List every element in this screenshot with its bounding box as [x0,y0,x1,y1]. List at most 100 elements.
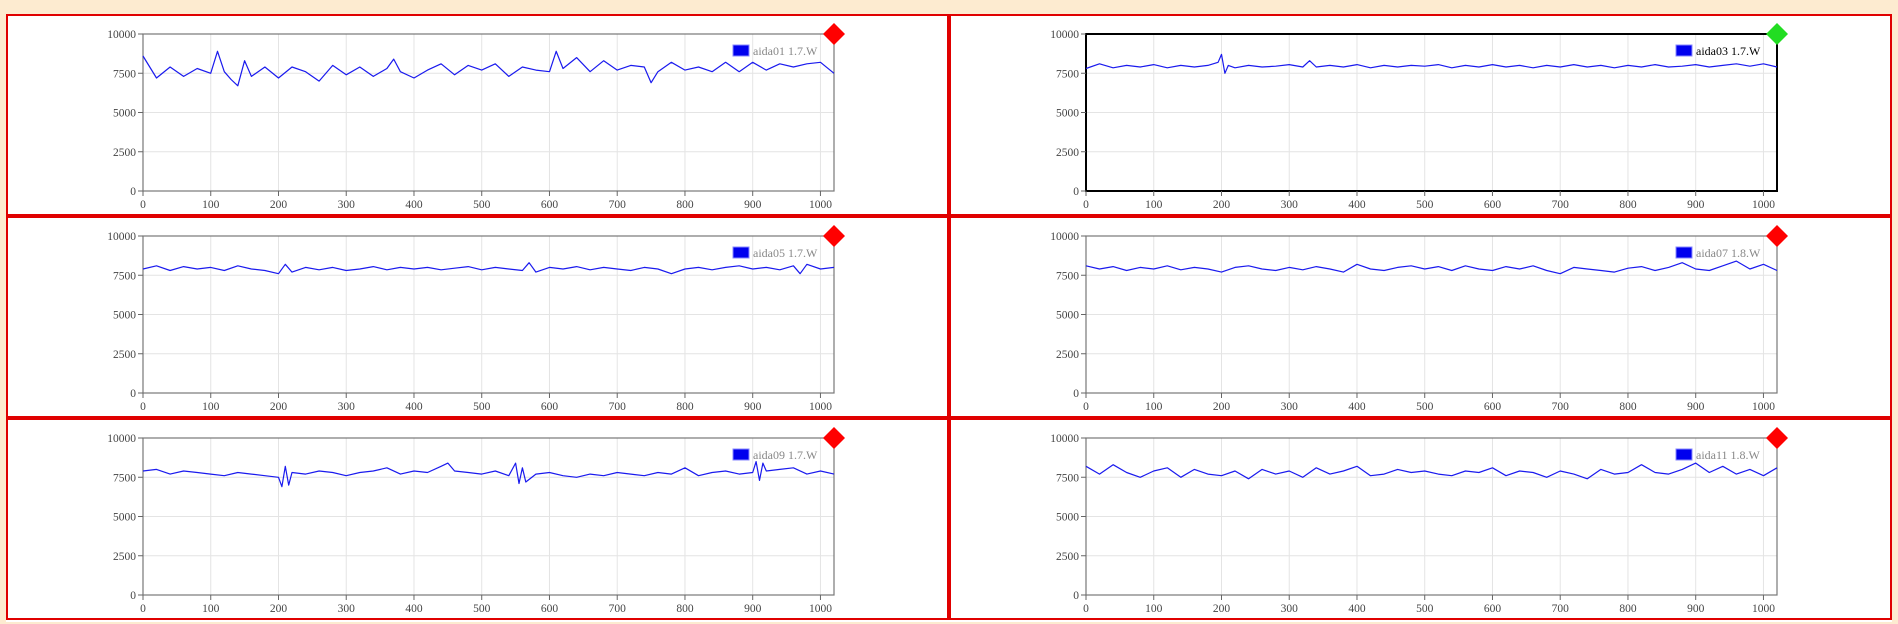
x-tick-label: 900 [1687,199,1705,211]
y-tick-label: 5000 [113,108,136,120]
y-tick-label: 10000 [107,29,136,41]
x-tick-label: 500 [473,199,491,211]
x-tick-label: 1000 [1752,199,1775,211]
chart-svg-aida05: 0 2500 5000 7500 10000 0 100 200 300 400 500 600 700… [107,225,845,413]
y-tick-label: 0 [130,388,136,400]
x-tick-label: 900 [1687,401,1705,413]
series-line-aida03 [1085,53,1778,74]
y-tick-label: 7500 [1056,472,1079,484]
y-tick-label: 0 [1073,186,1079,198]
y-tick-label: 5000 [1056,310,1079,322]
y-tick-label: 2500 [113,551,136,563]
legend-swatch [1675,246,1693,259]
status-diamond-icon[interactable] [1766,23,1788,45]
y-tick-label: 7500 [113,68,136,80]
x-tick-label: 800 [1619,401,1637,413]
x-tick-label: 100 [1145,199,1163,211]
x-tick-label: 1000 [1752,603,1775,615]
chart-panel-aida09[interactable]: 0 2500 5000 7500 10000 0 100 200 300 400 500 600 700… [6,418,949,620]
y-tick-label: 2500 [1056,147,1079,159]
x-tick-label: 500 [473,603,491,615]
series-line-aida11 [1085,462,1778,480]
chart-svg-aida11: 0 2500 5000 7500 10000 0 100 200 300 400 500 600 700… [1050,427,1788,615]
legend-label: aida11 1.8.W [1696,448,1761,462]
y-tick-label: 0 [130,186,136,198]
x-tick-label: 300 [1281,199,1299,211]
x-tick-label: 800 [1619,199,1637,211]
x-tick-label: 700 [609,603,627,615]
x-tick-label: 900 [744,401,762,413]
x-tick-label: 0 [1083,603,1089,615]
x-tick-label: 0 [140,401,146,413]
legend-swatch [1675,44,1693,57]
chart-panel-aida01[interactable]: 0 2500 5000 7500 10000 0 100 200 300 400 500 600 700… [6,14,949,216]
x-tick-label: 100 [1145,603,1163,615]
x-tick-label: 0 [1083,199,1089,211]
y-tick-label: 7500 [1056,68,1079,80]
x-tick-label: 300 [1281,603,1299,615]
x-tick-label: 600 [541,199,559,211]
x-tick-label: 100 [202,401,220,413]
x-tick-label: 800 [676,199,694,211]
y-tick-label: 2500 [1056,551,1079,563]
x-tick-label: 0 [1083,401,1089,413]
x-tick-label: 600 [541,401,559,413]
x-tick-label: 700 [609,401,627,413]
status-diamond-icon[interactable] [1766,427,1788,449]
y-tick-label: 5000 [113,310,136,322]
x-tick-label: 700 [609,199,627,211]
legend-label: aida01 1.7.W [753,44,818,58]
x-tick-label: 800 [676,401,694,413]
y-tick-label: 5000 [1056,512,1079,524]
chart-svg-aida03: 0 2500 5000 7500 10000 0 100 200 300 400 500 600 700… [1050,23,1788,211]
x-tick-label: 800 [676,603,694,615]
x-tick-label: 500 [1416,603,1434,615]
chart-svg-aida09: 0 2500 5000 7500 10000 0 100 200 300 400 500 600 700… [107,427,845,615]
x-tick-label: 600 [541,603,559,615]
legend-label: aida07 1.8.W [1696,246,1761,260]
x-tick-label: 400 [1348,603,1366,615]
x-tick-label: 700 [1552,199,1570,211]
x-tick-label: 600 [1484,603,1502,615]
chart-panel-aida11[interactable]: 0 2500 5000 7500 10000 0 100 200 300 400 500 600 700… [949,418,1892,620]
y-tick-label: 0 [1073,388,1079,400]
x-tick-label: 400 [1348,199,1366,211]
x-tick-label: 300 [338,603,356,615]
x-tick-label: 900 [1687,603,1705,615]
chart-panel-aida05[interactable]: 0 2500 5000 7500 10000 0 100 200 300 400 500 600 700… [6,216,949,418]
status-diamond-icon[interactable] [823,225,845,247]
x-tick-label: 0 [140,603,146,615]
x-tick-label: 100 [202,199,220,211]
x-tick-label: 900 [744,199,762,211]
x-tick-label: 100 [1145,401,1163,413]
x-tick-label: 0 [140,199,146,211]
chart-panel-aida03[interactable]: 0 2500 5000 7500 10000 0 100 200 300 400 500 600 700… [949,14,1892,216]
chart-panel-aida07[interactable]: 0 2500 5000 7500 10000 0 100 200 300 400 500 600 700… [949,216,1892,418]
x-tick-label: 200 [270,401,288,413]
legend-swatch [732,44,750,57]
x-tick-label: 500 [1416,401,1434,413]
y-tick-label: 5000 [113,512,136,524]
status-diamond-icon[interactable] [823,427,845,449]
y-tick-label: 7500 [113,270,136,282]
x-tick-label: 200 [1213,401,1231,413]
x-tick-label: 1000 [809,199,832,211]
status-diamond-icon[interactable] [1766,225,1788,247]
chart-svg-aida01: 0 2500 5000 7500 10000 0 100 200 300 400 500 600 700… [107,23,845,211]
legend-swatch [732,246,750,259]
y-tick-label: 10000 [1050,433,1079,445]
series-line-aida01 [142,50,835,87]
x-tick-label: 200 [270,199,288,211]
y-tick-label: 2500 [113,147,136,159]
status-diamond-icon[interactable] [823,23,845,45]
legend-label: aida09 1.7.W [753,448,818,462]
x-tick-label: 700 [1552,401,1570,413]
x-tick-label: 500 [1416,199,1434,211]
x-tick-label: 400 [405,603,423,615]
x-tick-label: 1000 [809,401,832,413]
chart-grid: 0 2500 5000 7500 10000 0 100 200 300 400 500 600 700… [6,14,1892,622]
x-tick-label: 800 [1619,603,1637,615]
y-tick-label: 0 [1073,590,1079,602]
y-tick-label: 2500 [1056,349,1079,361]
series-line-aida07 [1085,260,1778,275]
